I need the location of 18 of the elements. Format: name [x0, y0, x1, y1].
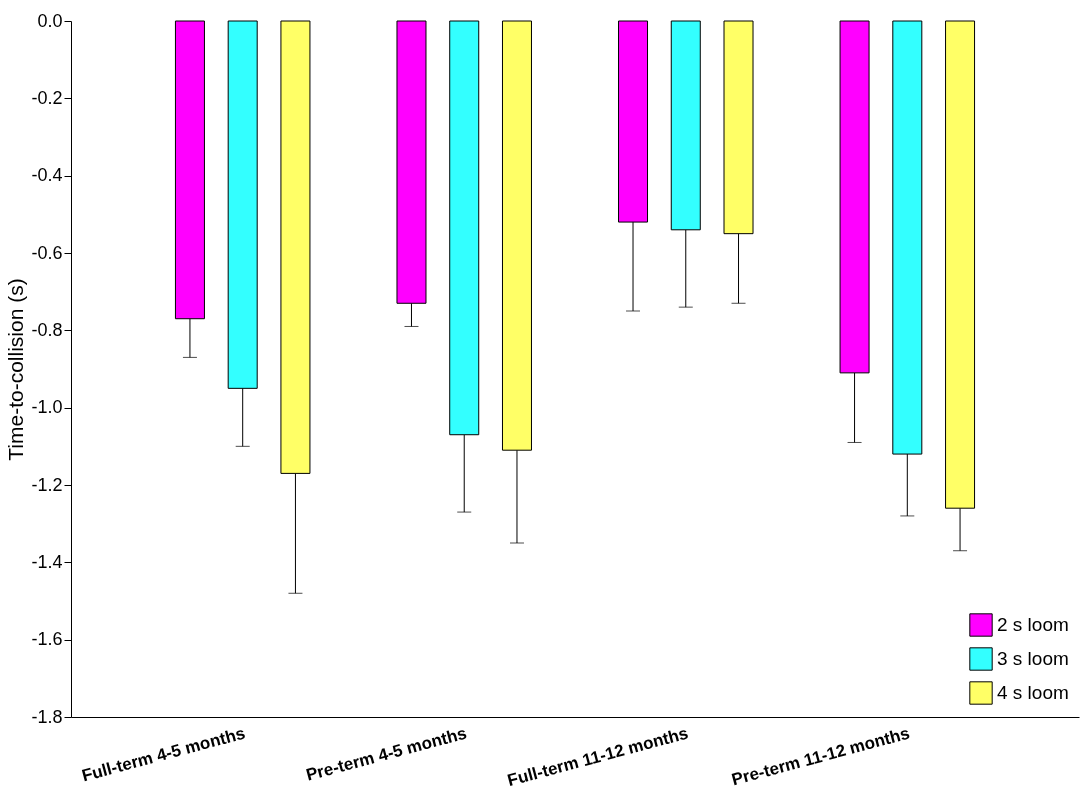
legend-label: 4 s loom [997, 682, 1069, 703]
y-tick-label: -0.8 [31, 319, 63, 340]
y-tick-label: 0.0 [37, 10, 63, 31]
x-tick-label: Pre-term 11-12 months [729, 723, 912, 790]
y-tick-label: -1.8 [31, 706, 63, 727]
y-tick-label: -1.4 [31, 551, 63, 572]
x-tick-label: Pre-term 4-5 months [304, 723, 469, 785]
y-tick-label: -1.0 [31, 397, 63, 418]
y-tick-label: -0.6 [31, 242, 63, 263]
x-tick-label: Full-term 4-5 months [79, 723, 248, 786]
y-tick-label: -1.6 [31, 629, 63, 650]
legend-label: 2 s loom [997, 614, 1069, 635]
y-tick-label: -0.2 [31, 87, 63, 108]
y-tick-label: -1.2 [31, 474, 63, 495]
x-tick-label: Full-term 11-12 months [505, 723, 691, 791]
y-axis-title: Time-to-collision (s) [4, 278, 28, 461]
legend-label: 3 s loom [997, 648, 1069, 669]
y-tick-label: -0.4 [31, 165, 63, 186]
